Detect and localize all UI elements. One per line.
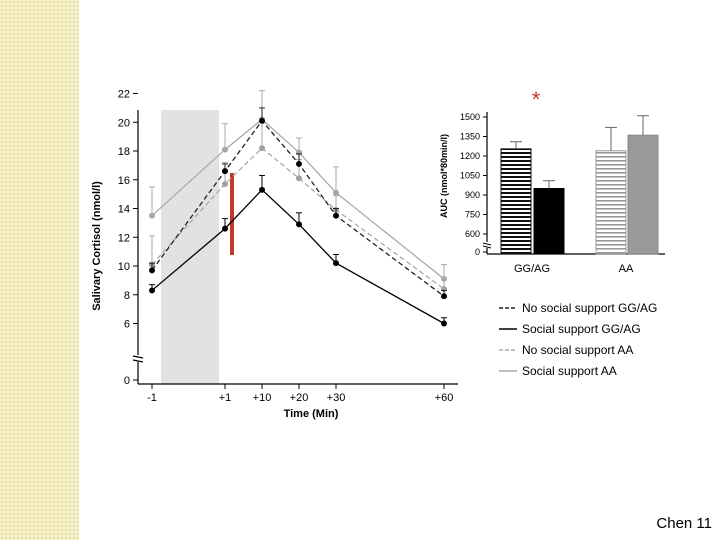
y-tick-label: 20 (118, 117, 130, 129)
y-axis-title: Salivary Cortisol (nmol/l) (91, 181, 103, 311)
data-point (222, 146, 228, 153)
significance-asterisk: * (532, 87, 541, 112)
bar-y-tick-label: 750 (465, 210, 480, 220)
series-line (151, 118, 445, 280)
red-marker (230, 173, 234, 255)
data-point (333, 212, 339, 219)
y-tick-label: 18 (118, 146, 130, 158)
y-tick-label: 0 (124, 375, 130, 387)
series-no-support-ggag (149, 107, 447, 300)
data-point (149, 267, 155, 274)
bar-support-ggag (533, 188, 565, 255)
bar-chart: 0 600 750 900 1050 1200 1350 1500 GG/AG AA AUC (… (439, 87, 665, 275)
bar-y-tick-label: 0 (475, 247, 480, 257)
data-point (222, 225, 228, 232)
sidebar-strip (0, 0, 79, 540)
legend-label: No social support GG/AG (522, 301, 657, 315)
bar-no-support-aa (595, 150, 627, 255)
bar-y-tick-label: 1500 (460, 112, 480, 122)
bar-y-tick-label: 900 (465, 190, 480, 200)
bar-y-tick-label: 600 (465, 229, 480, 239)
data-point (259, 186, 265, 193)
y-tick-label: 14 (118, 204, 130, 216)
data-point (259, 145, 265, 152)
data-point (333, 260, 339, 267)
y-tick-label: 22 (118, 89, 130, 101)
x-tick-label: -1 (147, 392, 157, 404)
shaded-region (161, 110, 219, 384)
x-tick-label: +1 (219, 392, 232, 404)
series-line (151, 147, 445, 290)
y-tick-label: 8 (124, 290, 130, 302)
data-point (149, 212, 155, 219)
data-point (333, 189, 339, 196)
y-tick-label: 6 (124, 319, 130, 331)
x-tick-label: +60 (435, 392, 454, 404)
legend-label: Social support GG/AG (522, 322, 641, 336)
bar-y-axis-break (482, 242, 492, 246)
data-point (296, 175, 302, 182)
y-tick-label: 12 (118, 232, 130, 244)
data-point (149, 287, 155, 294)
series-support-ggag (149, 174, 447, 327)
legend: No social support GG/AG Social support GG… (499, 301, 657, 378)
bar-support-aa (627, 134, 659, 255)
x-tick-label: +20 (290, 392, 309, 404)
slide-footer: Chen 11 (656, 515, 712, 532)
data-point (441, 320, 447, 327)
bar-group-label: GG/AG (514, 263, 550, 275)
series-line (151, 188, 445, 325)
y-tick-label: 16 (118, 175, 130, 187)
x-axis-title: Time (Min) (284, 408, 339, 420)
y-axis-break (132, 359, 144, 363)
bar-group-label: AA (619, 263, 634, 275)
data-point (259, 117, 265, 124)
bar-y-axis-break (482, 245, 492, 249)
data-point (296, 221, 302, 228)
x-tick-label: +10 (253, 392, 272, 404)
legend-label: Social support AA (522, 364, 617, 378)
legend-label: No social support AA (522, 343, 633, 357)
data-point (222, 181, 228, 188)
y-tick-label: 10 (118, 261, 130, 273)
line-chart: 0 6 8 10 12 14 16 18 20 22 -1 +1 +10 +20 +30 +60 Saliv… (91, 89, 458, 420)
bar-y-tick-label: 1050 (460, 171, 480, 181)
x-tick-label: +30 (327, 392, 346, 404)
bar-y-tick-label: 1350 (460, 132, 480, 142)
data-point (441, 293, 447, 300)
series-line (151, 119, 445, 297)
bar-y-axis-title: AUC (nmol*80min/l) (439, 134, 449, 218)
data-point (296, 160, 302, 167)
bar-y-tick-label: 1200 (460, 151, 480, 161)
data-point (222, 168, 228, 175)
bar-no-support-ggag (500, 148, 532, 255)
y-axis-break (132, 355, 144, 359)
